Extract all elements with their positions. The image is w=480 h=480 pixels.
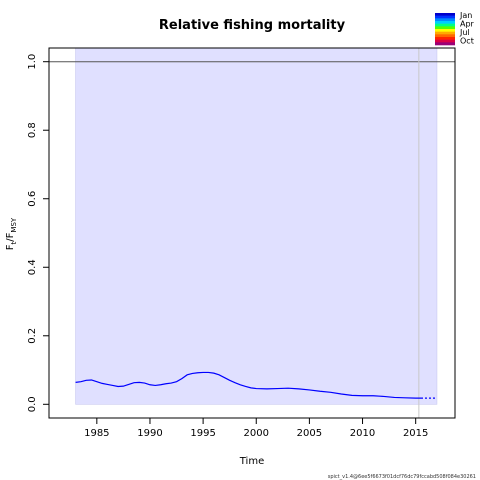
y-label-sub-t: t xyxy=(10,241,18,244)
plot-area xyxy=(48,47,456,419)
series-line-1 xyxy=(75,371,421,399)
y-tick-label: 0.4 xyxy=(27,259,38,275)
legend-swatch xyxy=(435,21,455,24)
y-tick-label: 0.6 xyxy=(27,191,38,207)
confidence-band xyxy=(75,47,438,405)
x-tick-label: 1995 xyxy=(190,428,215,439)
x-tick-label: 2005 xyxy=(297,428,322,439)
y-label-mid: /F xyxy=(5,232,16,241)
x-axis: 1985 1990 1995 2000 2005 2010 2015 xyxy=(84,418,428,439)
x-tick-label: 1990 xyxy=(137,428,162,439)
legend-swatch xyxy=(435,29,455,32)
x-tick-label: 2000 xyxy=(244,428,269,439)
y-tick-label: 0.2 xyxy=(27,328,38,344)
legend-swatch xyxy=(435,15,455,19)
chart-title: Relative fishing mortality xyxy=(159,18,346,33)
legend-swatch xyxy=(435,31,455,35)
x-axis-label: Time xyxy=(239,456,264,467)
legend-swatch xyxy=(435,37,455,40)
legend-swatch xyxy=(435,13,455,16)
y-tick-label: 0.0 xyxy=(27,396,38,412)
legend-label: Jul xyxy=(459,28,470,37)
legend-label: Apr xyxy=(460,20,475,29)
y-label-sub-msy: MSY xyxy=(10,217,18,232)
legend-label: Jan xyxy=(459,11,472,20)
series-layer xyxy=(75,371,437,399)
legend-swatch xyxy=(435,34,455,38)
x-tick-label: 2015 xyxy=(403,428,428,439)
legend-swatch xyxy=(435,23,455,27)
legend-swatch xyxy=(435,42,455,46)
x-tick-label: 1985 xyxy=(84,428,109,439)
footer-text: spict_v1.4@6ee5f6673f01dcf76dc79fccabd50… xyxy=(328,474,476,480)
legend-swatch xyxy=(435,18,455,22)
y-tick-label: 0.8 xyxy=(27,122,38,138)
plot-frame xyxy=(48,47,456,419)
legend-swatch xyxy=(435,26,455,30)
x-tick-label: 2010 xyxy=(350,428,375,439)
y-tick-label: 1.0 xyxy=(27,54,38,70)
y-axis-label: Ft/FMSY xyxy=(5,217,18,250)
legend-label: Oct xyxy=(460,37,474,46)
y-label-f: F xyxy=(5,244,16,250)
y-axis: 0.0 0.2 0.4 0.6 0.8 1.0 xyxy=(27,54,49,412)
legend-swatch xyxy=(435,39,455,43)
svg-text:Ft/FMSY: Ft/FMSY xyxy=(5,217,18,250)
